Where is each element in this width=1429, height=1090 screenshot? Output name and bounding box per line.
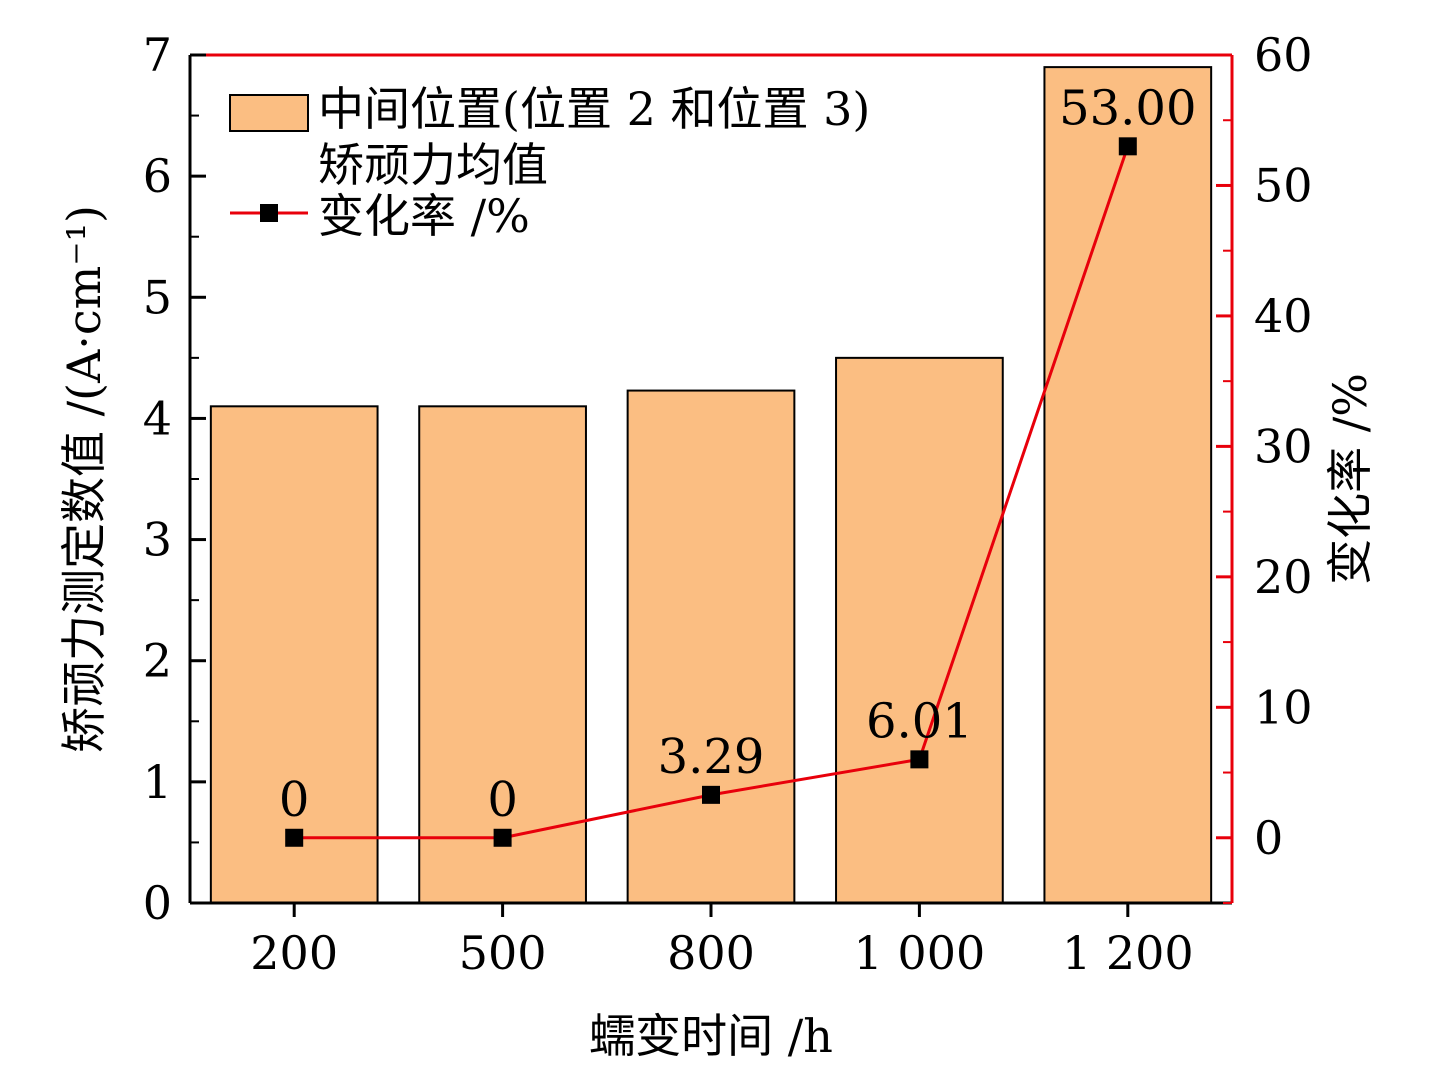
bar-4 (1043, 66, 1213, 905)
x-tick-label-3: 1 000 (854, 926, 986, 980)
bar-2 (626, 389, 796, 904)
rate-data-label-3: 6.01 (866, 693, 973, 749)
y-tick-label-1: 1 (143, 755, 172, 809)
legend-line-marker (260, 204, 278, 222)
y-axis-title: 矫顽力测定数值 /(A·cm⁻¹) (57, 205, 111, 753)
y-tick-label-2: 2 (143, 634, 172, 688)
y2-tick-label-5: 50 (1254, 158, 1313, 212)
bar-3 (835, 356, 1004, 905)
x-tick-label-2: 800 (667, 926, 755, 980)
y2-axis-title: 变化率 /% (1323, 373, 1377, 585)
axes: 0 1 2 3 4 5 6 7 0 10 20 30 40 50 60 200 500 800 1 000 1 200… (57, 28, 1377, 1063)
x-tick-label-4: 1 200 (1062, 926, 1194, 980)
rate-point-1 (493, 828, 512, 847)
y-tick-label-0: 0 (143, 876, 172, 930)
y2-tick-label-1: 10 (1254, 680, 1313, 734)
rate-data-label-4: 53.00 (1059, 80, 1196, 136)
legend-bar-label: 中间位置(位置 2 和位置 3)矫顽力均值 (318, 82, 870, 192)
y2-tick-label-2: 20 (1254, 550, 1313, 604)
x-tick-label-0: 200 (250, 926, 338, 980)
y-tick-label-7: 7 (143, 28, 172, 82)
rate-point-4 (1118, 137, 1137, 156)
bar-0 (209, 405, 379, 904)
y-tick-label-5: 5 (143, 270, 172, 324)
y-tick-label-4: 4 (143, 391, 172, 445)
rate-data-label-0: 0 (279, 772, 310, 828)
y-tick-label-3: 3 (143, 513, 172, 567)
rate-data-label-2: 3.29 (658, 729, 765, 785)
y2-tick-label-0: 0 (1254, 811, 1283, 865)
y2-tick-label-3: 30 (1254, 419, 1313, 473)
y-tick-label-6: 6 (143, 149, 172, 203)
rate-point-2 (702, 785, 720, 804)
rate-data-label-1: 0 (487, 772, 518, 828)
y2-tick-label-6: 60 (1254, 28, 1313, 82)
rate-point-0 (285, 828, 304, 847)
bar-1 (418, 405, 587, 904)
legend-bar-swatch (229, 94, 309, 132)
line-series: 0 0 3.29 6.01 53.00 (279, 80, 1197, 847)
y2-tick-label-4: 40 (1254, 289, 1313, 343)
legend-line-label: 变化率 /% (318, 189, 530, 243)
bar-series (209, 66, 1213, 905)
rate-point-3 (910, 750, 929, 769)
x-axis-title: 蠕变时间 /h (589, 1009, 833, 1063)
x-tick-label-1: 500 (459, 926, 547, 980)
